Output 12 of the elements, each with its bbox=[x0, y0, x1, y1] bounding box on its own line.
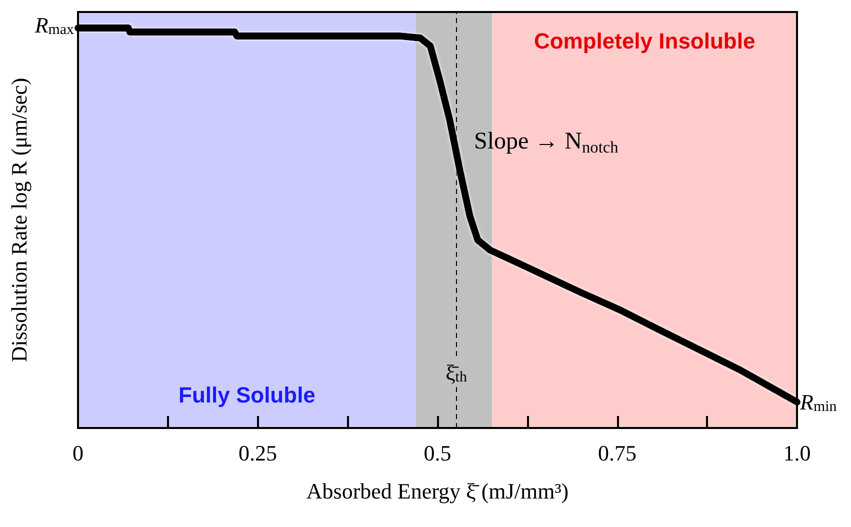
x-tick-label: 0.25 bbox=[238, 440, 277, 466]
x-tick-label: 0.5 bbox=[424, 440, 452, 466]
ref-line-label: ξ̄th bbox=[445, 360, 468, 386]
x-tick-label: 1.0 bbox=[783, 440, 811, 466]
band-label: Fully Soluble bbox=[178, 382, 316, 408]
x-tick-label: 0 bbox=[72, 440, 84, 466]
x-tick-label: 0.75 bbox=[598, 440, 636, 466]
y-axis-title: Dissolution Rate log R (μm/sec) bbox=[6, 78, 32, 362]
annotation: Rmin bbox=[799, 390, 838, 415]
x-axis-title: Absorbed Energy ξ̄ (mJ/mm³) bbox=[306, 478, 569, 504]
annotation: Rmax bbox=[34, 12, 75, 38]
band-label: Completely Insoluble bbox=[534, 28, 756, 54]
